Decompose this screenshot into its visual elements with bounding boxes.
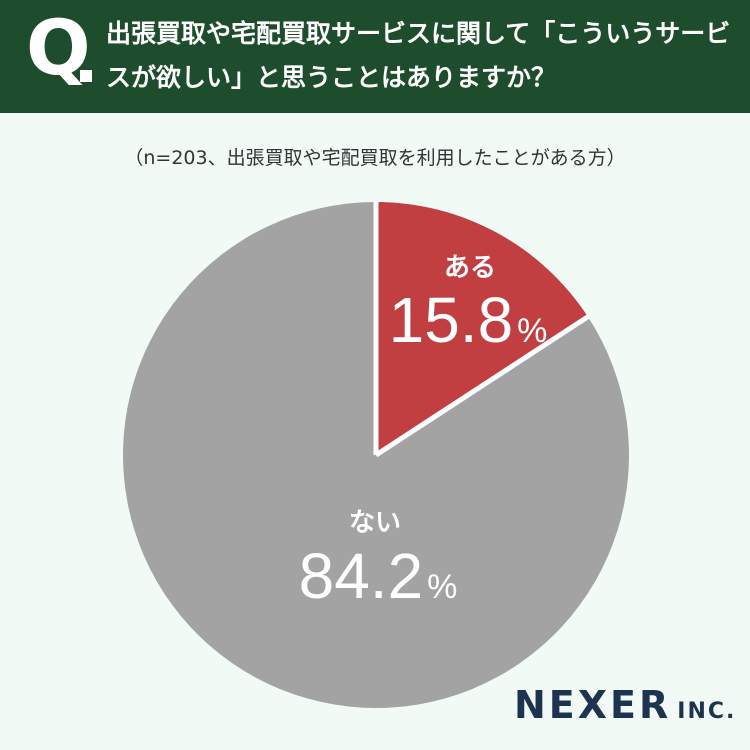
- logo-suffix: INC.: [677, 699, 737, 724]
- slice-value: 15.8%: [389, 284, 548, 356]
- nexer-logo: NEXER INC.: [514, 686, 736, 724]
- sample-note: （n=203、出張買取や宅配買取を利用したことがある方）: [124, 147, 626, 169]
- slice-label: ある: [444, 253, 496, 283]
- slice-separator: [374, 314, 591, 458]
- question-text: 出張買取や宅配買取サービスに関して「こういうサービスが欲しい」と思うことはありま…: [106, 19, 731, 92]
- pie-slice-aru: [376, 202, 588, 455]
- logo-main: NEXER: [514, 683, 672, 727]
- slice-label: ない: [349, 508, 401, 538]
- slice-value: 84.2%: [299, 540, 458, 612]
- q-mark: Q: [26, 3, 91, 92]
- question-header: Q 出張買取や宅配買取サービスに関して「こういうサービスが欲しい」と思うことはあ…: [0, 0, 750, 113]
- q-dot-icon: [80, 70, 92, 82]
